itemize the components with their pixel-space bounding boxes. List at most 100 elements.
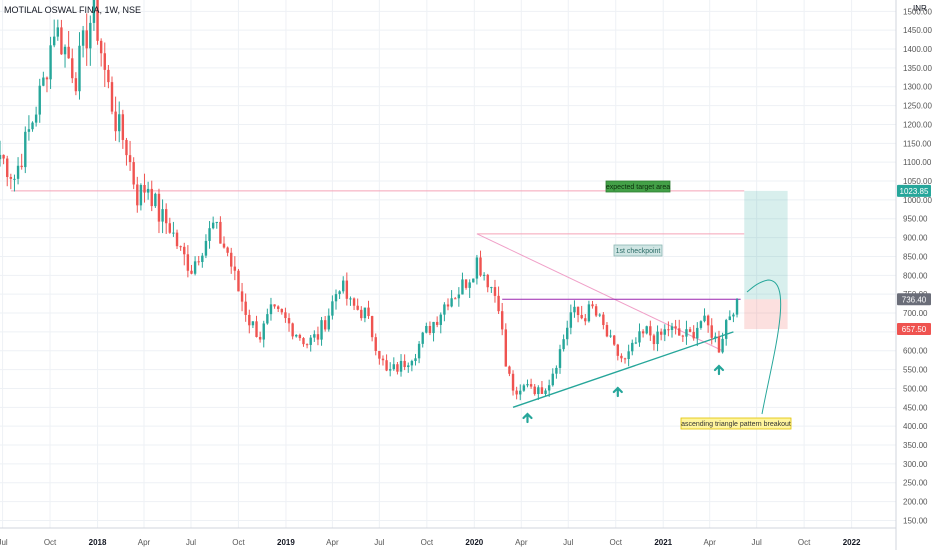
candle [724,318,728,346]
candle-body [313,334,316,338]
candle-body [168,223,172,233]
candle [172,221,175,237]
candle [136,176,139,213]
candle [161,199,164,234]
candle [612,334,616,346]
y-tick-label: 1000.00 [903,196,932,205]
candle-body [49,45,52,80]
current-price-badge[interactable]: 736.40 [897,293,931,306]
candle-body [255,321,258,337]
candle [631,339,634,356]
y-tick-label: 300.00 [903,460,928,469]
x-tick-label: Oct [798,538,811,547]
candle [450,290,453,308]
stop-price-badge[interactable]: 657.50 [897,323,931,336]
candle-body [381,358,385,361]
candle-body [45,77,49,80]
candle [349,296,352,306]
candle-body [211,222,215,229]
candle-body [305,344,309,346]
candle [576,306,580,323]
candle [486,273,489,293]
candle [602,312,605,330]
candle [125,137,128,166]
candle [526,379,529,388]
y-tick-label: 150.00 [903,516,928,525]
candle-body [663,329,666,335]
candle [175,229,179,249]
target-badge-label: 1023.85 [900,187,929,196]
candle-body [13,178,16,180]
candle-body [392,364,396,370]
time-axis[interactable]: Jul Oct 2018 Apr Jul Oct 2019 Apr Jul Oct 2020 Apr J… [0,527,896,547]
candle-body [612,335,616,345]
x-tick-label: Jul [186,538,196,547]
candle-body [721,338,724,353]
candle-body [0,154,2,160]
candle-body [454,298,457,300]
candle [298,333,302,341]
candle [649,320,652,341]
x-tick-label: Jul [563,538,573,547]
candle [659,328,663,341]
candle [500,302,504,336]
candle-body [31,122,34,130]
candle [45,76,49,93]
candle [728,310,732,321]
candle [407,362,410,373]
price-axis[interactable]: 1500.00 1450.00 1400.00 1350.00 1300.00 1250.… [895,0,932,550]
candle [616,343,620,361]
candle [627,344,630,367]
candle [107,64,110,89]
ascending-support-line [512,331,734,408]
current-badge-bg [897,293,931,306]
profit-zone [744,190,788,300]
x-tick-label: Oct [44,538,57,547]
candle [735,298,739,318]
x-tick-label: Oct [610,538,623,547]
candle-body [439,314,442,325]
candle [226,246,229,257]
candle [193,256,197,276]
target-price-badge[interactable]: 1023.85 [897,184,931,197]
candle-body [179,246,182,248]
candle-body [616,344,620,356]
candle [584,313,587,326]
stop-badge-label: 657.50 [902,325,927,334]
candle [233,256,237,281]
candle [598,313,601,318]
candle-body [385,360,388,371]
candle [342,276,345,294]
candle-body [587,304,591,322]
candle-body [16,165,20,179]
y-tick-label: 950.00 [903,215,928,224]
candle-body [555,367,558,374]
up-arrow-icon [713,364,725,376]
candle-body [515,390,518,395]
candle-body [432,321,435,334]
candle-body [717,336,721,353]
candle [204,234,208,259]
candle [435,316,439,328]
candle-body [316,334,320,340]
candle [537,385,540,400]
candle [580,305,583,320]
candle-body [667,329,670,331]
candle [309,334,312,352]
candle-body [573,306,576,313]
candle [421,331,424,348]
candle-body [678,328,681,336]
candle-body [309,337,312,345]
candle [446,298,450,311]
candle [211,216,215,230]
candle [587,300,591,323]
target-badge-bg [897,184,931,197]
currency-unit: INR [913,4,927,13]
candle [663,324,666,342]
candle-body [121,114,125,140]
candle-body [688,329,692,332]
candle [533,383,536,396]
candle [266,308,269,325]
candle [38,78,41,123]
